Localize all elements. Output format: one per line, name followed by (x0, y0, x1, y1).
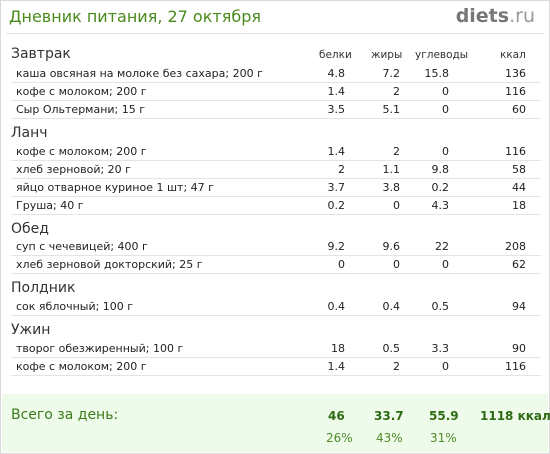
food-name: Сыр Ольтермани; 15 г (16, 103, 146, 116)
table-row: хлеб зерновой; 20 г 2 1.1 9.8 58 (11, 162, 541, 179)
fat-value: 2 (393, 85, 400, 98)
food-name: Груша; 40 г (16, 199, 84, 212)
total-protein: 46 (328, 409, 345, 423)
protein-value: 3.5 (327, 103, 346, 116)
fat-percent: 43% (376, 431, 403, 445)
food-name: хлеб зерновой; 20 г (16, 163, 131, 176)
kcal-value: 18 (512, 199, 526, 212)
meal-title-supper: Ужин (11, 322, 51, 338)
carbs-value: 3.3 (431, 342, 450, 355)
table-row: кофе с молоком; 200 г 1.4 2 0 116 (11, 144, 541, 161)
carbs-percent: 31% (430, 431, 457, 445)
protein-value: 0.2 (327, 199, 346, 212)
protein-value: 1.4 (327, 85, 346, 98)
kcal-value: 116 (505, 85, 526, 98)
food-name: творог обезжиренный; 100 г (16, 342, 184, 355)
fat-value: 0 (393, 258, 400, 271)
food-name: кофе с молоком; 200 г (16, 85, 147, 98)
carbs-value: 0 (442, 85, 449, 98)
kcal-value: 116 (505, 145, 526, 158)
kcal-value: 90 (512, 342, 526, 355)
kcal-value: 94 (512, 300, 526, 313)
column-header-kcal: ккал (500, 49, 526, 61)
kcal-value: 208 (505, 240, 526, 253)
meal-title-snack: Полдник (11, 280, 76, 296)
fat-value: 3.8 (382, 181, 401, 194)
carbs-value: 22 (435, 240, 449, 253)
table-row: каша овсяная на молоке без сахара; 200 г… (11, 66, 541, 83)
food-name: сок яблочный; 100 г (16, 300, 134, 313)
fat-value: 2 (393, 360, 400, 373)
table-row: Сыр Ольтермани; 15 г 3.5 5.1 0 60 (11, 102, 541, 119)
daily-total-panel: Всего за день: 46 33.7 55.9 1118 ккал 26… (2, 394, 550, 452)
table-row: кофе с молоком; 200 г 1.4 2 0 116 (11, 359, 541, 376)
carbs-value: 0.2 (431, 181, 450, 194)
column-header-carbs: углеводы (415, 49, 469, 61)
protein-value: 0.4 (327, 300, 346, 313)
carbs-value: 15.8 (424, 67, 450, 80)
column-header-fat: жиры (371, 49, 403, 61)
table-row: творог обезжиренный; 100 г 18 0.5 3.3 90 (11, 341, 541, 358)
logo-main: diets (455, 5, 510, 27)
table-row: Груша; 40 г 0.2 0 4.3 18 (11, 198, 541, 215)
total-carbs: 55.9 (429, 409, 459, 423)
kcal-value: 44 (512, 181, 526, 194)
carbs-value: 0 (442, 103, 449, 116)
protein-value: 4.8 (327, 67, 346, 80)
carbs-value: 0.5 (431, 300, 450, 313)
table-row: кофе с молоком; 200 г 1.4 2 0 116 (11, 84, 541, 101)
carbs-value: 0 (442, 145, 449, 158)
food-name: суп с чечевицей; 400 г (16, 240, 148, 253)
fat-value: 0 (393, 199, 400, 212)
fat-value: 9.6 (382, 240, 401, 253)
meal-title-dinner: Обед (11, 221, 49, 237)
logo-tld: .ru (509, 5, 535, 27)
meal-title-lunch: Ланч (11, 125, 48, 141)
fat-value: 7.2 (382, 67, 401, 80)
kcal-value: 62 (512, 258, 526, 271)
protein-value: 1.4 (327, 360, 346, 373)
protein-value: 18 (331, 342, 345, 355)
carbs-value: 0 (442, 258, 449, 271)
table-row: хлеб зерновой докторский; 25 г 0 0 0 62 (11, 257, 541, 274)
food-name: кофе с молоком; 200 г (16, 145, 147, 158)
fat-value: 0.4 (382, 300, 401, 313)
food-name: кофе с молоком; 200 г (16, 360, 147, 373)
total-fat: 33.7 (374, 409, 404, 423)
kcal-value: 58 (512, 163, 526, 176)
fat-value: 1.1 (382, 163, 401, 176)
protein-percent: 26% (326, 431, 353, 445)
carbs-value: 9.8 (431, 163, 450, 176)
carbs-value: 0 (442, 360, 449, 373)
protein-value: 9.2 (327, 240, 346, 253)
protein-value: 1.4 (327, 145, 346, 158)
fat-value: 2 (393, 145, 400, 158)
protein-value: 2 (338, 163, 345, 176)
fat-value: 0.5 (382, 342, 401, 355)
food-name: каша овсяная на молоке без сахара; 200 г (16, 67, 263, 80)
food-name: хлеб зерновой докторский; 25 г (16, 258, 203, 271)
carbs-value: 4.3 (431, 199, 450, 212)
protein-value: 3.7 (327, 181, 346, 194)
table-row: суп с чечевицей; 400 г 9.2 9.6 22 208 (11, 239, 541, 256)
fat-value: 5.1 (382, 103, 401, 116)
meal-title-breakfast: Завтрак (11, 46, 71, 62)
food-name: яйцо отварное куриное 1 шт; 47 г (16, 181, 214, 194)
kcal-value: 60 (512, 103, 526, 116)
column-header-protein: белки (319, 49, 352, 61)
kcal-value: 116 (505, 360, 526, 373)
total-kcal: 1118 ккал (480, 409, 550, 423)
table-row: яйцо отварное куриное 1 шт; 47 г 3.7 3.8… (11, 180, 541, 197)
header-divider (6, 33, 544, 34)
table-row: сок яблочный; 100 г 0.4 0.4 0.5 94 (11, 299, 541, 316)
kcal-value: 136 (505, 67, 526, 80)
protein-value: 0 (338, 258, 345, 271)
daily-total-label: Всего за день: (11, 407, 119, 423)
site-logo[interactable]: diets.ru (456, 5, 535, 27)
page-title: Дневник питания, 27 октября (9, 7, 261, 26)
